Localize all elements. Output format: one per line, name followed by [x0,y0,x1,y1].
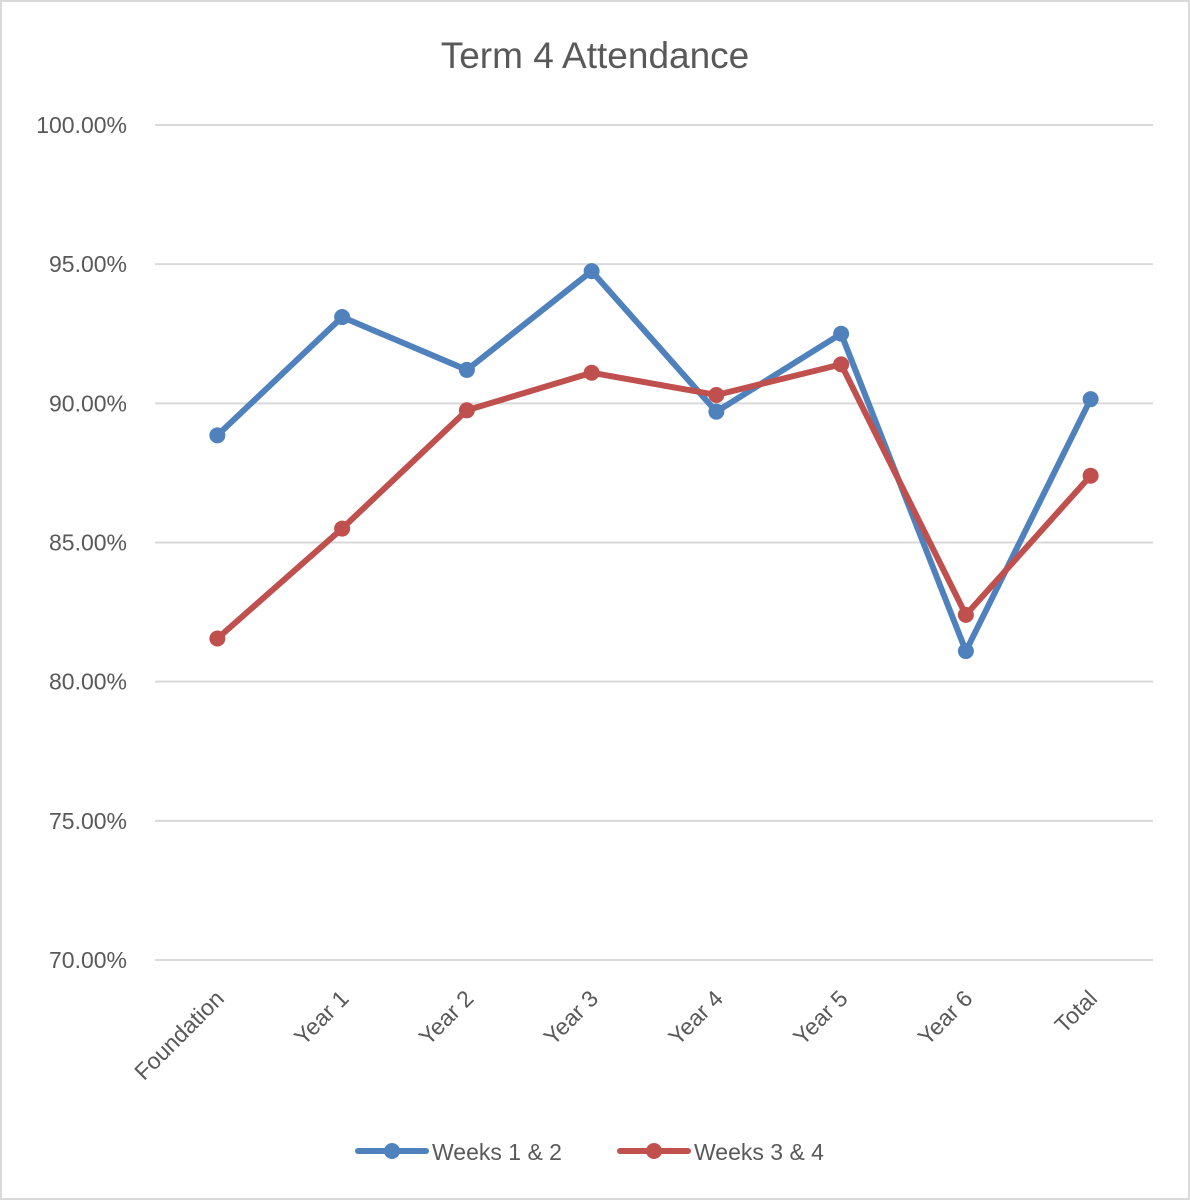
y-axis-ticks: 100.00% 95.00% 90.00% 85.00% 80.00% 75.00% 70.… [36,112,127,973]
data-point[interactable] [708,386,725,403]
y-tick-label: 100.00% [36,112,127,138]
data-point[interactable] [458,402,475,419]
y-tick-label: 85.00% [49,530,127,556]
data-point[interactable] [209,427,226,444]
x-tick-label: Year 2 [414,985,479,1050]
y-tick-label: 70.00% [49,947,127,973]
series-line [214,361,1094,642]
data-point[interactable] [708,403,725,420]
legend-dot-marker [384,1143,400,1159]
data-point[interactable] [583,263,600,280]
legend[interactable]: Weeks 1 & 2 Weeks 3 & 4 [355,1139,824,1165]
chart-title: Term 4 Attendance [441,35,750,76]
series-1 [209,263,1099,660]
legend-item-1[interactable]: Weeks 1 & 2 [355,1139,562,1165]
y-tick-label: 75.00% [49,808,127,834]
x-tick-label: Year 1 [289,985,354,1050]
series-2 [209,356,1099,647]
legend-label: Weeks 1 & 2 [432,1139,562,1165]
x-axis-ticks: Foundation Year 1 Year 2 Year 3 Year 4 Year 5… [129,985,1102,1085]
gridlines [155,124,1153,961]
series-line [214,268,1094,655]
x-tick-label: Year 5 [788,985,853,1050]
x-tick-label: Total [1049,985,1102,1038]
data-point[interactable] [1082,391,1099,408]
data-point[interactable] [1082,467,1099,484]
y-tick-label: 80.00% [49,669,127,695]
data-point[interactable] [957,643,974,660]
data-point[interactable] [957,606,974,623]
x-tick-label: Year 6 [913,985,978,1050]
x-tick-label: Foundation [129,985,229,1085]
data-point[interactable] [458,361,475,378]
data-point[interactable] [833,325,850,342]
x-tick-label: Year 4 [663,985,728,1050]
legend-label: Weeks 3 & 4 [694,1139,824,1165]
y-tick-label: 95.00% [49,251,127,277]
y-tick-label: 90.00% [49,390,127,416]
data-point[interactable] [334,309,351,326]
data-point[interactable] [833,356,850,373]
legend-dot-marker [646,1143,662,1159]
data-point[interactable] [583,364,600,381]
data-point[interactable] [209,630,226,647]
data-point[interactable] [334,520,351,537]
series-group [209,263,1099,660]
legend-item-2[interactable]: Weeks 3 & 4 [617,1139,824,1165]
x-tick-label: Year 3 [538,985,603,1050]
